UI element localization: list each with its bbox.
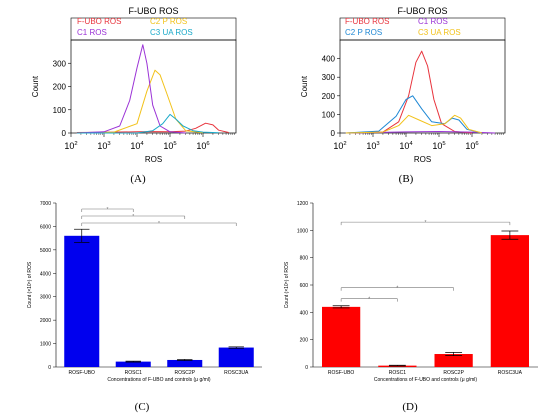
chart-c-ytick-label: 1000 [40, 342, 51, 348]
chart-c-bar [115, 361, 151, 367]
chart-d-ytick-label: 200 [300, 338, 309, 344]
chart-b-xlabel: ROS [414, 155, 431, 164]
chart-b-ylabel: Count [300, 75, 309, 97]
chart-d-ytick-label: 1000 [297, 228, 308, 234]
chart-c-ylabel: Count (×10⁵) of ROS [27, 261, 33, 308]
chart-d-category-label: ROSC2P [443, 370, 464, 376]
chart-b-ytick-label: 0 [331, 129, 336, 138]
chart-c-ytick-label: 5000 [40, 248, 51, 254]
chart-d-category-label: ROSC1 [389, 370, 406, 376]
chart-d-ytick-label: 0 [305, 365, 308, 371]
chart-d-ytick-label: 1200 [297, 201, 308, 207]
chart-a-title: F-UBO ROS [128, 6, 178, 16]
chart-a-legend-entry: F-UBO ROS [77, 17, 121, 26]
chart-d-sig-label: * [368, 297, 370, 303]
chart-d-xlabel: Concentrations of F-UBO and controls (μ … [374, 377, 478, 383]
chart-b-plot-frame [339, 39, 506, 134]
chart-c-ytick-label: 2000 [40, 318, 51, 324]
chart-a-ytick-label: 100 [53, 106, 67, 115]
chart-b-legend-entry: C2 P ROS [345, 28, 382, 37]
chart-d-bar [322, 306, 361, 367]
chart-c-bar [218, 347, 254, 367]
chart-c-ytick-label: 3000 [40, 295, 51, 301]
chart-a-series-line [76, 69, 204, 134]
panel-label-c: (C) [135, 401, 150, 413]
chart-c-category-label: ROSC1 [125, 370, 142, 376]
chart-b-series-line [345, 95, 483, 134]
chart-a-legend-entry: C3 UA ROS [150, 28, 193, 37]
chart-b-xtick-label: 103 [366, 141, 379, 151]
chart-b-xtick-label: 106 [465, 141, 478, 151]
chart-b-xtick-label: 104 [399, 141, 413, 151]
chart-b-series-line [345, 114, 483, 134]
chart-a-series-line [76, 44, 186, 134]
chart-d-ytick-label: 600 [300, 283, 309, 289]
chart-c-category-label: ROSF-UBO [69, 370, 96, 376]
panel-label-b: (B) [399, 173, 414, 185]
chart-b-ytick-label: 100 [322, 110, 336, 119]
chart-c-ytick-label: 7000 [40, 201, 51, 207]
chart-b-ytick-label: 200 [322, 92, 336, 101]
chart-c-ytick-label: 0 [48, 365, 51, 371]
chart-c-category-label: ROSC3UA [224, 370, 249, 376]
chart-d-ytick-label: 400 [300, 310, 309, 316]
chart-b-legend-entry: F-UBO ROS [345, 17, 389, 26]
chart-a-series-line [76, 113, 219, 134]
chart-a-xtick-label: 106 [196, 141, 209, 151]
chart-d-ytick-label: 800 [300, 256, 309, 262]
chart-a-legend-entry: C1 ROS [77, 28, 107, 37]
chart-b-legend-entry: C1 ROS [418, 17, 448, 26]
chart-a-xtick-label: 103 [97, 141, 110, 151]
chart-a-ytick-label: 200 [53, 83, 67, 92]
chart-d-category-label: ROSC3UA [498, 370, 523, 376]
chart-c-sig-label: * [158, 221, 160, 227]
chart-d-sig-label: * [396, 286, 398, 292]
chart-a-ylabel: Count [31, 75, 40, 97]
chart-c-sig-label: * [107, 207, 109, 213]
panel-label-a: (A) [130, 173, 146, 185]
chart-c-xlabel: Concentrations of F-UBO and controls (μ … [107, 377, 211, 383]
chart-b-ytick-label: 300 [322, 73, 336, 82]
chart-d-bar [490, 235, 529, 367]
chart-c-ytick-label: 4000 [40, 271, 51, 277]
chart-b-xtick-label: 102 [333, 141, 346, 151]
chart-a-xtick-label: 102 [64, 141, 77, 151]
chart-d-category-label: ROSF-UBO [328, 370, 355, 376]
panel-label-d: (D) [402, 401, 418, 413]
chart-a-ytick-label: 300 [53, 59, 67, 68]
chart-d-sig-label: * [425, 220, 427, 226]
chart-c-sig-label: * [132, 214, 134, 220]
chart-b-ytick-label: 400 [322, 55, 336, 64]
chart-b-series-line [345, 50, 473, 134]
chart-b-title: F-UBO ROS [397, 6, 447, 16]
chart-a-xtick-label: 105 [163, 141, 176, 151]
chart-b-legend-entry: C3 UA ROS [418, 28, 461, 37]
chart-d-bar [434, 354, 473, 367]
chart-c-bar [167, 359, 203, 367]
chart-a-plot-frame [70, 39, 237, 134]
chart-a-xtick-label: 104 [130, 141, 144, 151]
chart-a-xlabel: ROS [145, 155, 162, 164]
chart-a-ytick-label: 0 [62, 129, 67, 138]
chart-c-ytick-label: 6000 [40, 224, 51, 230]
chart-b-xtick-label: 105 [432, 141, 445, 151]
chart-c-category-label: ROSC2P [174, 370, 195, 376]
chart-c-bar [64, 235, 100, 367]
chart-d-ylabel: Count (×10⁵) of ROS [284, 261, 290, 308]
chart-a-legend-entry: C2 P ROS [150, 17, 187, 26]
